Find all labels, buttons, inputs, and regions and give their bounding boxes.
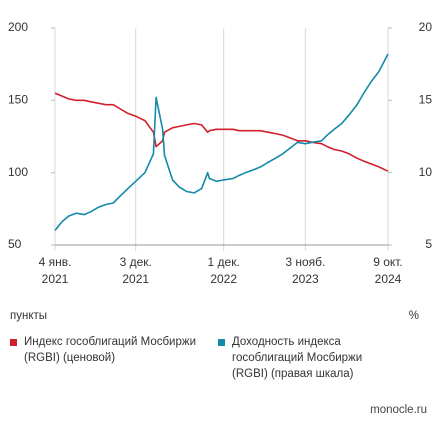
x-tick-label: 2021 bbox=[42, 272, 69, 286]
x-tick-label: 1 дек. bbox=[208, 255, 240, 269]
legend-label: Доходность индекса гособлигаций Мосбиржи… bbox=[232, 336, 363, 380]
y2-tick-label: 5 bbox=[425, 237, 432, 251]
x-tick-label: 2023 bbox=[292, 272, 319, 286]
source: monocle.ru bbox=[370, 404, 427, 416]
y2-tick-label: 20 bbox=[419, 20, 433, 34]
x-tick-label: 9 окт. bbox=[373, 255, 403, 269]
series-line bbox=[54, 92, 389, 172]
legend-item: Индекс гособлигаций Мосбиржи (RGBI) (цен… bbox=[10, 334, 215, 366]
series-line bbox=[54, 53, 389, 231]
y-tick-label: 100 bbox=[8, 165, 28, 179]
y-tick-label: 50 bbox=[8, 237, 22, 251]
y2-tick-label: 10 bbox=[419, 165, 433, 179]
y2-axis-label: % bbox=[408, 310, 419, 322]
y-axis-label: пункты bbox=[10, 310, 48, 322]
x-tick-label: 3 нояб. bbox=[285, 255, 325, 269]
y2-tick-label: 15 bbox=[419, 93, 433, 107]
x-tick-label: 2021 bbox=[122, 272, 149, 286]
y-tick-label: 200 bbox=[8, 20, 28, 34]
legend-label: Индекс гособлигаций Мосбиржи (RGBI) (цен… bbox=[24, 336, 196, 364]
y-tick-label: 150 bbox=[8, 93, 28, 107]
x-tick-label: 3 дек. bbox=[120, 255, 152, 269]
legend-item: Доходность индекса гособлигаций Мосбиржи… bbox=[218, 334, 398, 382]
legend-swatch bbox=[218, 339, 225, 346]
legend-swatch bbox=[10, 339, 17, 346]
x-tick-label: 4 янв. bbox=[39, 255, 72, 269]
x-tick-label: 2024 bbox=[375, 272, 402, 286]
x-tick-label: 2022 bbox=[210, 272, 237, 286]
